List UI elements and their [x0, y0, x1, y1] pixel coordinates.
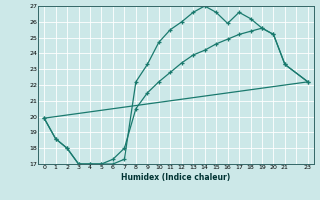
X-axis label: Humidex (Indice chaleur): Humidex (Indice chaleur)	[121, 173, 231, 182]
